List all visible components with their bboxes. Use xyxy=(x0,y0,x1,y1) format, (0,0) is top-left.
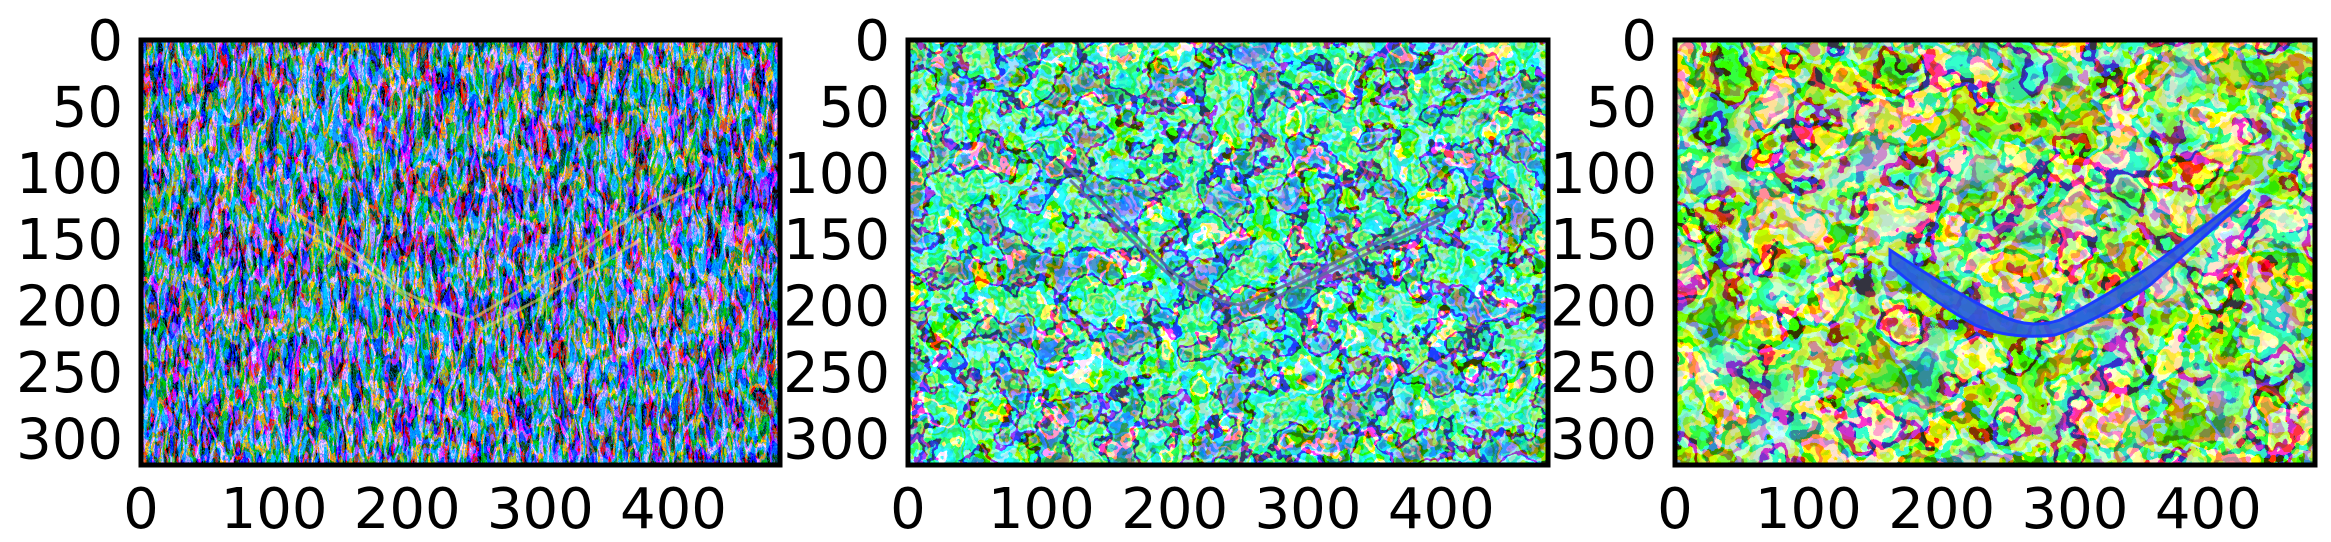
x-tick-label-left-1: 100 xyxy=(221,477,328,542)
y-tick-label-right-1: 50 xyxy=(1586,75,1657,140)
y-tick-label-left-3: 150 xyxy=(16,208,123,273)
heatmap-panel-right xyxy=(1672,37,2318,468)
x-tick-label-middle-4: 400 xyxy=(1388,477,1495,542)
x-tick-label-middle-0: 0 xyxy=(890,477,926,542)
y-tick-label-right-3: 150 xyxy=(1550,208,1657,273)
y-tick-label-right-4: 200 xyxy=(1550,275,1657,340)
y-tick-label-right-6: 300 xyxy=(1550,407,1657,472)
y-tick-label-left-6: 300 xyxy=(16,407,123,472)
y-tick-label-right-0: 0 xyxy=(1621,9,1657,74)
x-tick-label-right-2: 200 xyxy=(1888,477,1995,542)
y-tick-label-middle-2: 100 xyxy=(783,142,890,207)
heatmap-panel-middle xyxy=(905,37,1551,468)
y-tick-label-left-2: 100 xyxy=(16,142,123,207)
y-tick-label-left-4: 200 xyxy=(16,275,123,340)
y-tick-label-right-2: 100 xyxy=(1550,142,1657,207)
bird-shape-left xyxy=(289,183,701,332)
heatmap-image-right xyxy=(1675,40,2315,465)
x-tick-label-left-3: 300 xyxy=(487,477,594,542)
bird-shape-middle xyxy=(1058,158,1461,312)
y-tick-label-left-5: 250 xyxy=(16,341,123,406)
bird-shape-right xyxy=(1888,188,2252,338)
x-tick-label-right-1: 100 xyxy=(1755,477,1862,542)
y-tick-label-left-0: 0 xyxy=(87,9,123,74)
x-tick-label-left-2: 200 xyxy=(354,477,461,542)
y-tick-label-middle-6: 300 xyxy=(783,407,890,472)
x-tick-label-right-0: 0 xyxy=(1657,477,1693,542)
heatmap-panel-left xyxy=(138,37,783,468)
y-tick-label-left-1: 50 xyxy=(52,75,123,140)
x-tick-label-right-3: 300 xyxy=(2022,477,2129,542)
x-tick-label-middle-1: 100 xyxy=(988,477,1095,542)
y-tick-label-middle-3: 150 xyxy=(783,208,890,273)
y-tick-label-middle-5: 250 xyxy=(783,341,890,406)
x-tick-label-middle-3: 300 xyxy=(1255,477,1362,542)
heatmap-image-middle xyxy=(908,40,1548,465)
x-tick-label-right-4: 400 xyxy=(2155,477,2262,542)
y-tick-label-right-5: 250 xyxy=(1550,341,1657,406)
x-tick-label-left-0: 0 xyxy=(123,477,159,542)
y-tick-label-middle-4: 200 xyxy=(783,275,890,340)
y-tick-label-middle-0: 0 xyxy=(854,9,890,74)
heatmap-image-left xyxy=(141,40,780,465)
y-tick-label-middle-1: 50 xyxy=(819,75,890,140)
x-tick-label-left-4: 400 xyxy=(620,477,727,542)
x-tick-label-middle-2: 200 xyxy=(1121,477,1228,542)
